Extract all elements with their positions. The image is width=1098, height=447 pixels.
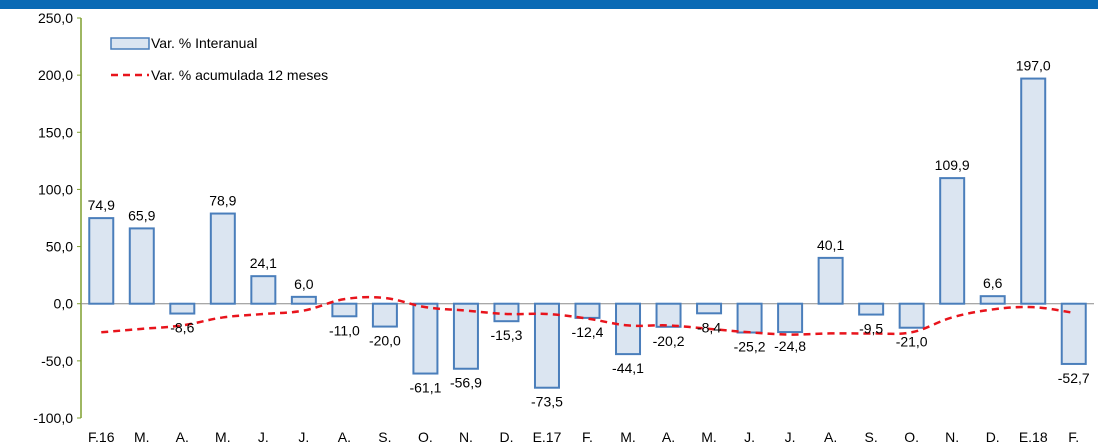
y-tick-label: 100,0 — [38, 181, 73, 197]
bar — [128, 227, 155, 305]
bar — [1020, 77, 1047, 305]
bar — [777, 302, 804, 334]
header-band — [0, 0, 1098, 9]
data-label: 6,0 — [294, 276, 314, 292]
x-tick-label: J. — [744, 429, 755, 445]
x-tick-label: A. — [338, 429, 351, 445]
data-label: -52,7 — [1058, 370, 1090, 386]
bars-layer — [88, 77, 1087, 389]
bar — [858, 302, 885, 316]
data-label: 24,1 — [250, 255, 277, 271]
bar — [574, 302, 601, 319]
x-tick-label: M. — [701, 429, 717, 445]
legend-bar-swatch — [110, 37, 150, 50]
cumulative-line — [101, 295, 1074, 336]
x-tick-label: M. — [134, 429, 150, 445]
y-tick-label: 200,0 — [38, 67, 73, 83]
x-tick-label: O. — [904, 429, 919, 445]
data-label: 6,6 — [983, 275, 1003, 291]
y-tick-label: 250,0 — [38, 10, 73, 26]
bar — [533, 302, 560, 389]
y-tick-label: 50,0 — [46, 239, 73, 255]
bar — [88, 217, 115, 305]
y-tick-label: 0,0 — [54, 296, 74, 312]
bar — [169, 302, 196, 315]
data-label: 40,1 — [817, 237, 844, 253]
bar — [696, 302, 723, 315]
bar — [736, 302, 763, 334]
legend: Var. % Interanual Var. % acumulada 12 me… — [110, 35, 328, 83]
x-tick-label: J. — [258, 429, 269, 445]
data-label: -24,8 — [774, 338, 806, 354]
x-tick-label: A. — [824, 429, 837, 445]
bar — [979, 295, 1006, 305]
bar — [1060, 302, 1087, 365]
bar — [290, 295, 317, 305]
axes-layer: -100,0 -50,0 0,0 50,0 100,0 150,0 200,0 250,0 F.… — [33, 10, 1094, 445]
x-tick-label: A. — [176, 429, 189, 445]
data-label: 74,9 — [88, 197, 115, 213]
x-tick-label: E.17 — [533, 429, 562, 445]
x-tick-label: E.18 — [1019, 429, 1048, 445]
x-tick-label: F. — [1068, 429, 1079, 445]
data-labels-layer: 74,9 65,9 -8,6 78,9 24,1 6,0 -11,0 -20,0 -61,1 -5… — [88, 58, 1090, 410]
bar — [209, 212, 236, 305]
x-tick-label: S. — [378, 429, 391, 445]
bar — [412, 302, 439, 375]
bar — [371, 302, 398, 328]
x-tick-label: N. — [945, 429, 959, 445]
data-label: -20,0 — [369, 333, 401, 349]
line-layer — [101, 295, 1074, 336]
bar — [331, 302, 358, 318]
data-label: -25,2 — [734, 339, 766, 355]
y-tick-label: 150,0 — [38, 124, 73, 140]
x-tick-label: J. — [785, 429, 796, 445]
data-label: -56,9 — [450, 375, 482, 391]
bar — [898, 302, 925, 329]
data-label: -8,6 — [170, 320, 194, 336]
x-tick-label: D. — [499, 429, 513, 445]
data-label: 78,9 — [209, 193, 236, 209]
data-label: -21,0 — [896, 334, 928, 350]
bar — [452, 302, 479, 370]
bar — [615, 302, 642, 356]
x-tick-label: N. — [459, 429, 473, 445]
legend-label-line: Var. % acumulada 12 meses — [151, 67, 328, 83]
bar — [939, 177, 966, 305]
bar — [817, 256, 844, 305]
data-label: -15,3 — [490, 327, 522, 343]
data-label: -44,1 — [612, 360, 644, 376]
data-label: 65,9 — [128, 207, 155, 223]
bar — [655, 302, 682, 328]
legend-label-bar: Var. % Interanual — [151, 35, 257, 51]
data-label: -20,2 — [653, 333, 685, 349]
x-tick-label: F.16 — [88, 429, 115, 445]
bar — [250, 275, 277, 305]
x-tick-label: S. — [865, 429, 878, 445]
x-tick-label: D. — [986, 429, 1000, 445]
data-label: -73,5 — [531, 394, 563, 410]
x-tick-label: F. — [582, 429, 593, 445]
data-label: -11,0 — [329, 322, 360, 338]
x-tick-label: M. — [620, 429, 636, 445]
y-tick-label: -100,0 — [33, 410, 73, 426]
x-tick-label: O. — [418, 429, 433, 445]
data-label: -61,1 — [409, 380, 441, 396]
data-label: 197,0 — [1016, 58, 1051, 74]
x-tick-label: J. — [298, 429, 309, 445]
data-label: -8,4 — [697, 319, 721, 335]
y-tick-label: -50,0 — [41, 353, 73, 369]
x-tick-label: M. — [215, 429, 231, 445]
data-label: -9,5 — [859, 321, 883, 337]
data-label: -12,4 — [572, 324, 604, 340]
x-tick-label: A. — [662, 429, 675, 445]
data-label: 109,9 — [935, 157, 970, 173]
